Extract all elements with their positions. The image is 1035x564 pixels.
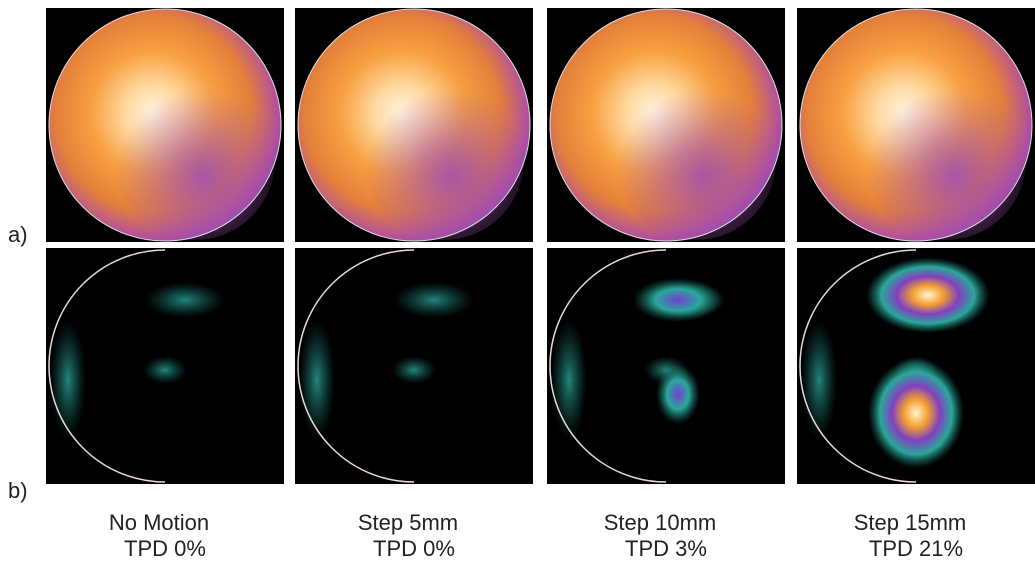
defect-glow bbox=[145, 282, 225, 318]
defect-blob bbox=[866, 257, 990, 333]
defect-blob bbox=[868, 358, 964, 468]
polar-map-shade bbox=[866, 80, 1026, 240]
defect-glow bbox=[143, 356, 187, 384]
panel-name: Step 5mm bbox=[358, 510, 458, 535]
defect-glow bbox=[394, 282, 474, 318]
polar-map-shade bbox=[115, 80, 275, 240]
panel-name: No Motion bbox=[109, 510, 209, 535]
panel-tpd: TPD 21% bbox=[869, 536, 963, 561]
polar-map-shade bbox=[616, 80, 776, 240]
defect-glow bbox=[392, 356, 436, 384]
defect-glow bbox=[299, 320, 335, 440]
figure: a) b) No MotionTPD 0%Step 5mmTPD 0%Step … bbox=[0, 0, 1035, 564]
row-label: b) bbox=[8, 478, 28, 503]
defect-glow bbox=[801, 320, 837, 440]
defect-blob bbox=[633, 278, 723, 322]
row-label: a) bbox=[8, 222, 28, 247]
defect-glow bbox=[50, 320, 86, 440]
polar-map-shade bbox=[364, 80, 524, 240]
panel-name: Step 10mm bbox=[604, 510, 717, 535]
defect-glow bbox=[551, 320, 587, 440]
panel-tpd: TPD 0% bbox=[124, 536, 206, 561]
defect-blob bbox=[656, 364, 700, 424]
panel-name: Step 15mm bbox=[854, 510, 967, 535]
panel-tpd: TPD 0% bbox=[373, 536, 455, 561]
panel-tpd: TPD 3% bbox=[625, 536, 707, 561]
